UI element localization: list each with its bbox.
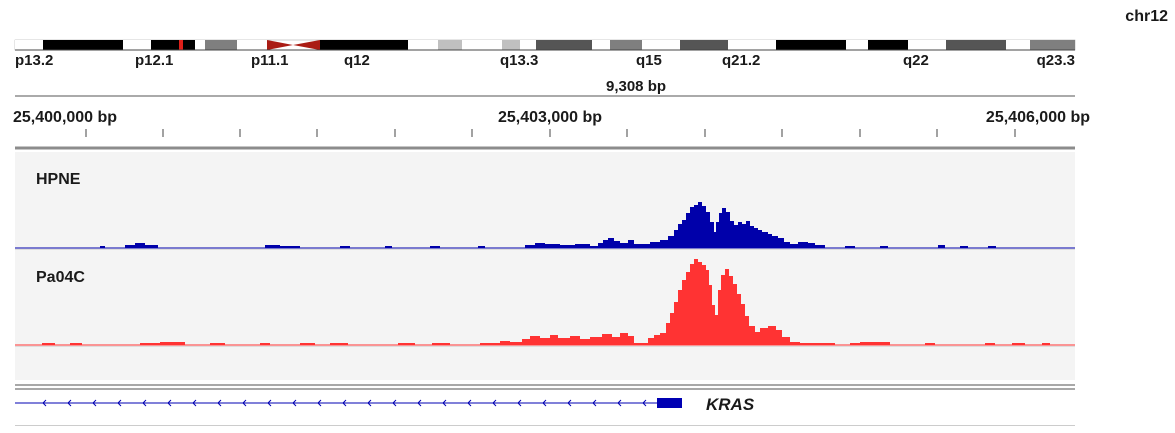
ruler-ticks <box>85 129 1016 137</box>
data-tracks: HPNE Pa04C <box>15 152 1075 380</box>
track-name: HPNE <box>36 171 81 188</box>
ruler-span-label: 9,308 bp <box>606 78 666 95</box>
band-label: p12.1 <box>135 52 173 69</box>
ruler-tick-label: 25,406,000 bp <box>986 109 1090 126</box>
band-label: q23.3 <box>1037 52 1075 69</box>
chromosome-name[interactable]: chr12 <box>1125 8 1168 25</box>
band-label: p13.2 <box>15 52 53 69</box>
track-background <box>15 152 1075 380</box>
band-label: q15 <box>636 52 662 69</box>
strand-arrows <box>42 399 647 407</box>
ruler-tick-label: 25,400,000 bp <box>13 109 117 126</box>
coordinate-ruler[interactable]: 9,308 bp 25,400,000 bp 25,403,000 bp 25,… <box>13 78 1090 137</box>
track-pa04c[interactable]: Pa04C <box>15 259 1075 346</box>
band-label: q12 <box>344 52 370 69</box>
band-label: q21.2 <box>722 52 760 69</box>
gene-name: KRAS <box>706 395 755 414</box>
ruler-tick-label: 25,403,000 bp <box>498 109 602 126</box>
gene-exon <box>657 398 682 408</box>
gene-kras[interactable]: KRAS <box>15 395 755 414</box>
band-label: q13.3 <box>500 52 538 69</box>
track-name: Pa04C <box>36 269 85 286</box>
ideogram-band-labels: p13.2 p12.1 p11.1 q12 q13.3 q15 q21.2 q2… <box>15 52 1075 69</box>
band-label: q22 <box>903 52 929 69</box>
chromosome-ideogram[interactable] <box>14 39 1076 51</box>
band-label: p11.1 <box>251 52 289 69</box>
track-hpne[interactable]: HPNE <box>15 171 1075 249</box>
